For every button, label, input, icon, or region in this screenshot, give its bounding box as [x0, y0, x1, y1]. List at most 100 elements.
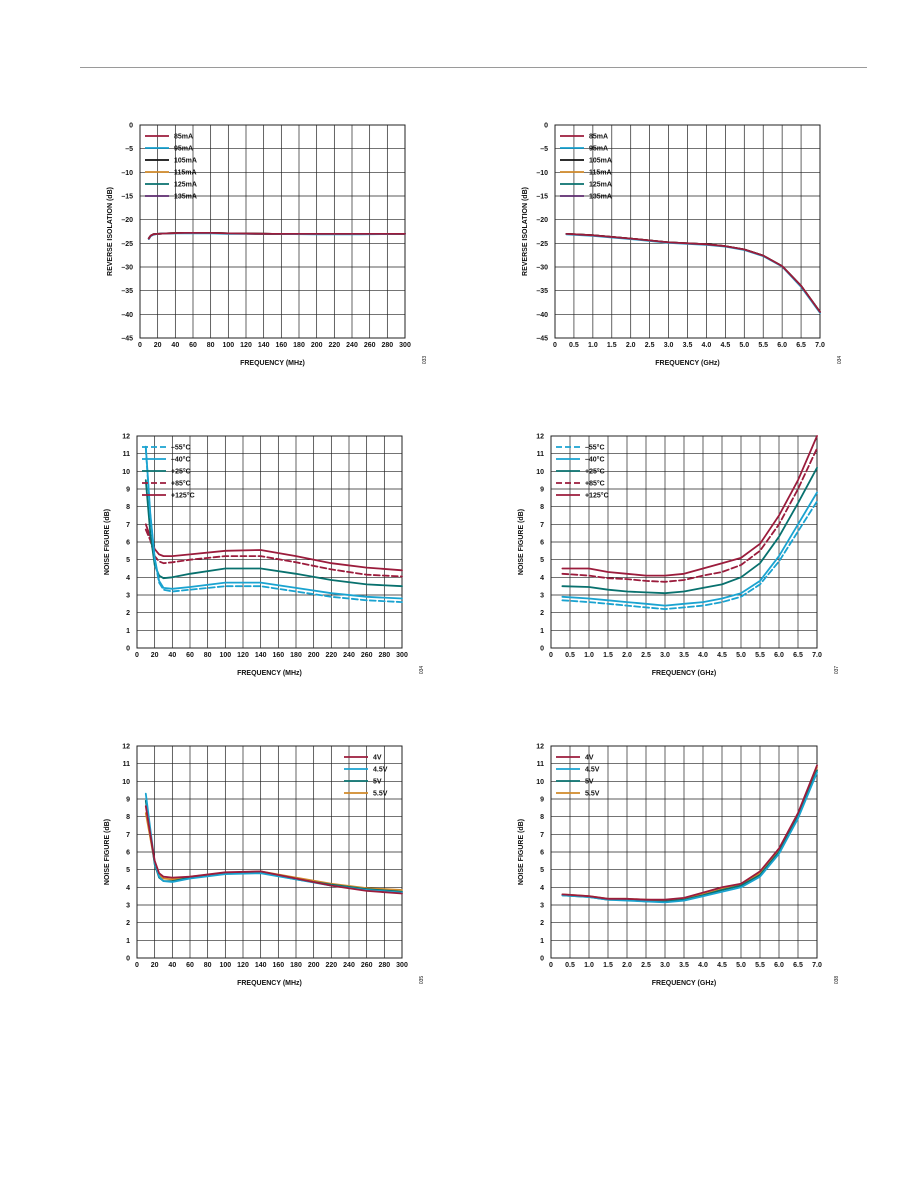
x-tick-label: 0 [549, 652, 553, 659]
y-axis-title: NOISE FIGURE (dB) [518, 509, 525, 575]
x-tick-label: 220 [325, 962, 337, 969]
plot-frame [550, 745, 818, 959]
series-line-55C [144, 447, 403, 603]
y-tick-label: 3 [540, 903, 544, 910]
y-tick-label: –30 [121, 265, 133, 272]
y-tick-label: 11 [537, 761, 545, 768]
series-line-4V [561, 764, 818, 901]
series-line-4.5V [561, 771, 818, 904]
y-tick-label: 6 [540, 850, 544, 857]
x-tick-label: 300 [399, 342, 411, 349]
x-tick-label: 6.5 [793, 652, 803, 659]
y-tick-label: 5 [540, 557, 544, 564]
y-tick-label: 11 [123, 451, 131, 458]
legend-label: 4V [373, 755, 382, 762]
x-axis-title: FREQUENCY (MHz) [237, 980, 302, 987]
series-line-125C [561, 435, 818, 577]
y-tick-label: 3 [540, 593, 544, 600]
x-tick-label: 280 [381, 342, 393, 349]
y-tick-label: –15 [121, 194, 133, 201]
y-axis-title: REVERSE ISOLATION (dB) [522, 187, 529, 276]
legend-label: 4.5V [373, 767, 388, 774]
y-tick-label: 1 [540, 938, 544, 945]
x-tick-label: 4.5 [717, 652, 727, 659]
legend-label: +125°C [171, 492, 195, 500]
y-tick-label: –5 [125, 146, 133, 153]
y-tick-label: 7 [126, 522, 130, 529]
x-tick-label: 80 [204, 962, 212, 969]
y-tick-label: 8 [126, 814, 130, 821]
x-tick-label: 2.0 [622, 652, 632, 659]
y-tick-label: 0 [544, 123, 548, 130]
x-tick-label: 260 [361, 652, 373, 659]
legend-label: 85mA [174, 134, 193, 141]
x-tick-label: 120 [237, 962, 249, 969]
x-tick-label: 4.0 [702, 342, 712, 349]
y-tick-label: 10 [122, 469, 130, 476]
plot-frame [554, 124, 821, 339]
x-tick-label: 40 [168, 962, 176, 969]
y-tick-label: 8 [540, 814, 544, 821]
x-tick-label: 160 [272, 652, 284, 659]
x-tick-label: 20 [151, 652, 159, 659]
legend-label: –40°C [585, 456, 605, 464]
x-tick-label: 5.5 [755, 962, 765, 969]
x-tick-label: 20 [154, 342, 162, 349]
legend-label: –55°C [585, 444, 605, 452]
y-axis-title: NOISE FIGURE (dB) [518, 819, 525, 885]
y-tick-label: 4 [126, 885, 130, 892]
y-tick-label: 0 [129, 123, 133, 130]
figure-id: 037 [834, 666, 840, 675]
x-tick-label: 240 [346, 342, 358, 349]
series-line-85mA [565, 233, 821, 313]
x-tick-label: 40 [168, 652, 176, 659]
legend-label: 135mA [174, 194, 197, 201]
legend: 4V 4.5V 5V 5.5V [556, 755, 600, 798]
y-tick-label: 12 [122, 744, 130, 751]
y-tick-label: 4 [540, 575, 544, 582]
x-tick-label: 140 [258, 342, 270, 349]
x-tick-label: 6.0 [777, 342, 787, 349]
y-tick-label: –40 [121, 312, 133, 319]
x-tick-label: 200 [311, 342, 323, 349]
legend-label: –55°C [171, 444, 191, 452]
y-tick-label: 3 [126, 593, 130, 600]
y-tick-label: 2 [126, 920, 130, 927]
legend: –55°C –40°C +25°C +85°C +125°C [142, 444, 195, 500]
x-tick-label: 5.0 [739, 342, 749, 349]
x-tick-label: 300 [396, 962, 408, 969]
x-tick-label: 220 [325, 652, 337, 659]
x-tick-label: 160 [275, 342, 287, 349]
y-tick-label: 2 [540, 920, 544, 927]
x-tick-label: 2.5 [641, 652, 651, 659]
y-tick-label: –25 [536, 241, 548, 248]
series-lines [144, 792, 403, 895]
x-tick-label: 6.5 [793, 962, 803, 969]
x-axis-title: FREQUENCY (GHz) [652, 670, 716, 677]
y-tick-label: 6 [126, 540, 130, 547]
x-tick-label: 260 [361, 962, 373, 969]
x-axis-title: FREQUENCY (MHz) [240, 360, 305, 367]
x-tick-label: 5.0 [736, 962, 746, 969]
legend-label: 4.5V [585, 767, 600, 774]
y-tick-label: –10 [121, 170, 133, 177]
x-tick-label: 3.0 [664, 342, 674, 349]
series-line-85mA [147, 232, 406, 240]
y-tick-label: 9 [126, 487, 130, 494]
y-tick-label: 0 [126, 646, 130, 653]
plot-frame [136, 745, 403, 959]
x-axis-title: FREQUENCY (GHz) [652, 980, 716, 987]
legend-label: 5.5V [585, 791, 600, 798]
figure-id: 034 [419, 666, 425, 675]
x-tick-label: 0 [135, 962, 139, 969]
y-tick-label: 6 [126, 850, 130, 857]
y-tick-label: 5 [126, 557, 130, 564]
y-tick-label: 7 [540, 832, 544, 839]
y-tick-label: 5 [126, 867, 130, 874]
x-tick-label: 60 [189, 342, 197, 349]
x-tick-label: 4.5 [720, 342, 730, 349]
y-tick-label: –15 [536, 194, 548, 201]
y-tick-label: 1 [540, 628, 544, 635]
